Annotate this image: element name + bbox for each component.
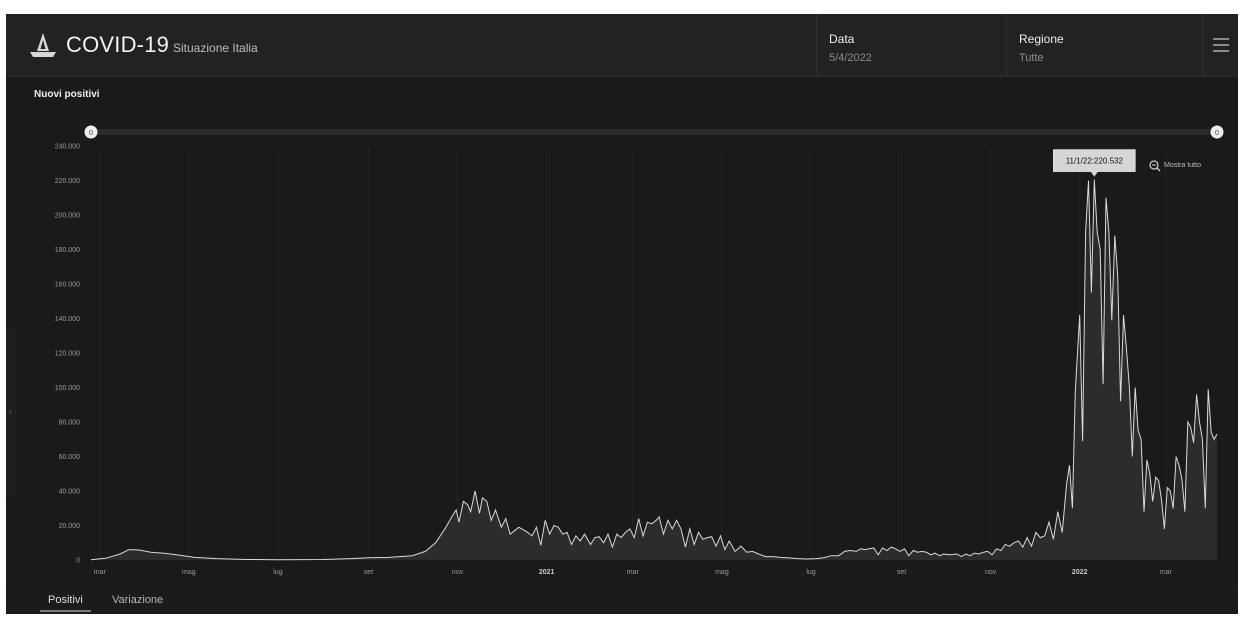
region-label: Regione bbox=[1019, 32, 1064, 46]
x-tick-label: nov bbox=[985, 569, 997, 576]
region-selector[interactable]: Regione Tutte bbox=[1006, 14, 1203, 76]
y-tick-label: 60.000 bbox=[59, 454, 81, 461]
region-value: Tutte bbox=[1019, 52, 1044, 64]
tab-variazione-label: Variazione bbox=[112, 594, 164, 606]
y-tick-label: 180.000 bbox=[55, 247, 80, 254]
x-tick-label: mar bbox=[94, 569, 107, 576]
x-tick-label: mag bbox=[182, 569, 196, 576]
app-title: COVID-19 bbox=[66, 32, 170, 57]
x-tick-label: 2022 bbox=[1072, 569, 1088, 576]
series-line bbox=[90, 179, 1218, 561]
y-tick-label: 120.000 bbox=[55, 351, 80, 358]
x-tick-label: lug bbox=[806, 569, 815, 576]
y-tick-label: 100.000 bbox=[55, 385, 80, 392]
chevron-right-icon: › bbox=[9, 407, 12, 416]
range-slider[interactable]: 0 0 bbox=[84, 125, 1224, 139]
x-tick-label: 2021 bbox=[539, 569, 555, 576]
data-tooltip: 11/1/22:220.532 bbox=[1053, 149, 1136, 177]
y-axis: 0 20.000 40.000 60.000 80.000 100.000 120.000 1… bbox=[55, 144, 80, 565]
y-tick-label: 0 bbox=[76, 558, 80, 565]
app-header: COVID-19 Situazione Italia Data 5/4/2022… bbox=[6, 14, 1238, 77]
reset-zoom-button[interactable]: Mostra tutto bbox=[1149, 160, 1201, 172]
y-tick-label: 80.000 bbox=[59, 420, 81, 427]
x-tick-label: nov bbox=[452, 569, 464, 576]
date-label: Data bbox=[829, 32, 855, 46]
app-subtitle: Situazione Italia bbox=[173, 41, 258, 55]
y-tick-label: 220.000 bbox=[55, 178, 80, 185]
range-handle-left[interactable]: 0 bbox=[84, 125, 98, 139]
y-tick-label: 240.000 bbox=[55, 144, 80, 151]
tab-positivi-label: Positivi bbox=[48, 594, 83, 606]
zoom-out-icon bbox=[1149, 160, 1161, 172]
x-tick-label: mar bbox=[1160, 569, 1173, 576]
y-tick-label: 160.000 bbox=[55, 282, 80, 289]
y-tick-label: 140.000 bbox=[55, 316, 80, 323]
range-handle-right-label: 0 bbox=[1215, 130, 1219, 137]
menu-button[interactable] bbox=[1202, 14, 1239, 76]
y-tick-label: 20.000 bbox=[59, 523, 81, 530]
range-handle-right[interactable]: 0 bbox=[1210, 125, 1224, 139]
dashboard-app: COVID-19 Situazione Italia Data 5/4/2022… bbox=[6, 14, 1238, 614]
x-tick-label: mag bbox=[715, 569, 729, 576]
tab-bar: Positivi Variazione bbox=[6, 588, 1238, 614]
x-tick-label: set bbox=[897, 569, 906, 576]
x-tick-label: mar bbox=[627, 569, 640, 576]
tooltip-text: 11/1/22:220.532 bbox=[1066, 157, 1124, 166]
date-selector[interactable]: Data 5/4/2022 bbox=[816, 14, 1007, 76]
x-axis: mar mag lug set nov 2021 mar mag lug set nov 2022 ma… bbox=[94, 150, 1173, 576]
y-tick-label: 200.000 bbox=[55, 213, 80, 220]
x-tick-label: lug bbox=[273, 569, 282, 576]
logo-icon bbox=[30, 33, 56, 57]
range-handle-left-label: 0 bbox=[89, 130, 93, 137]
chart-title: Nuovi positivi bbox=[34, 89, 100, 100]
reset-zoom-label: Mostra tutto bbox=[1164, 162, 1201, 169]
new-cases-chart[interactable]: 0 20.000 40.000 60.000 80.000 100.000 120.000 1… bbox=[6, 77, 1238, 587]
x-tick-label: set bbox=[364, 569, 373, 576]
chart-panel: Nuovi positivi › 0 20.000 40.000 60.000 80.0… bbox=[6, 77, 1238, 587]
series-area bbox=[91, 179, 1217, 560]
side-collapse-handle[interactable]: › bbox=[6, 327, 16, 497]
date-value: 5/4/2022 bbox=[829, 52, 872, 64]
tab-variazione[interactable]: Variazione bbox=[104, 588, 171, 612]
y-tick-label: 40.000 bbox=[59, 489, 81, 496]
tab-positivi[interactable]: Positivi bbox=[40, 588, 91, 612]
